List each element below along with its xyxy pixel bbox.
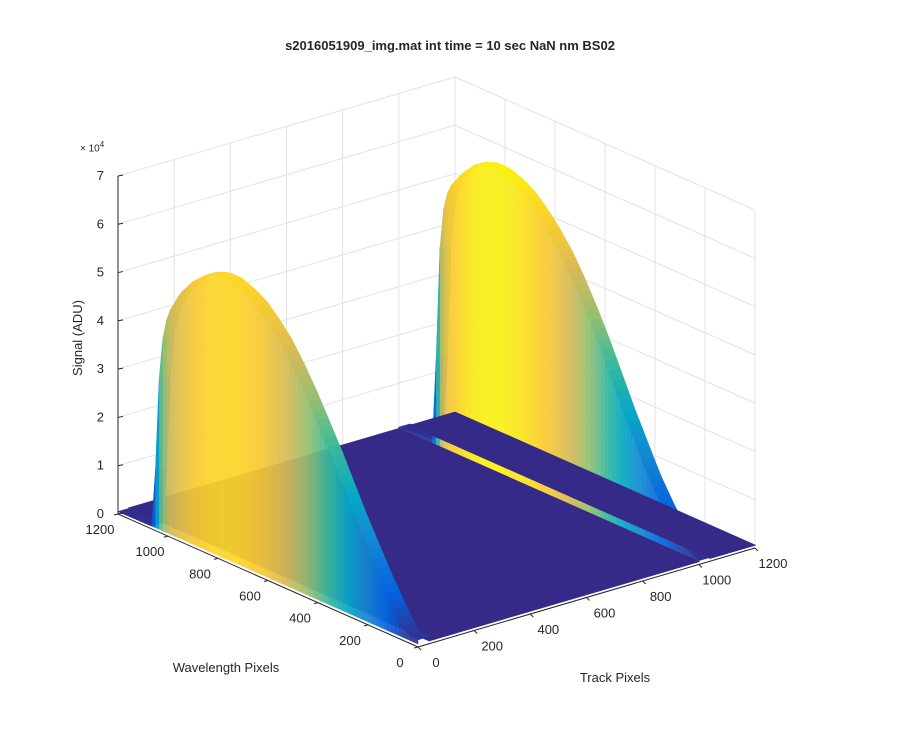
y-tick-label: 200 [339, 633, 361, 648]
surface [117, 161, 757, 645]
z-exponent-base: × 10 [80, 143, 100, 155]
z-tick-label: 6 [97, 216, 104, 231]
chart-title: s2016051909_img.mat int time = 10 sec Na… [285, 38, 615, 53]
x-axis-label: Track Pixels [580, 670, 651, 685]
x-tick-label: 200 [481, 639, 503, 654]
z-tick-label: 2 [97, 409, 104, 424]
z-tick-label: 3 [97, 361, 104, 376]
y-tick-label: 1000 [136, 544, 165, 559]
x-tick-label: 400 [537, 622, 559, 637]
x-tick-label: 800 [650, 589, 672, 604]
x-tick-label: 1200 [759, 556, 788, 571]
surface-floor-edge [408, 411, 757, 559]
z-exponent: × 104 [80, 140, 104, 154]
z-exponent-power: 4 [99, 140, 105, 149]
z-tick-label: 4 [97, 313, 104, 328]
y-tick-label: 600 [239, 589, 261, 604]
x-tick-label: 600 [594, 606, 616, 621]
z-tick-label: 5 [97, 265, 104, 280]
z-tick-label: 7 [97, 168, 104, 183]
y-tick-label: 1200 [86, 522, 115, 537]
surface-track-low [117, 271, 430, 645]
x-tick-label: 1000 [702, 573, 731, 588]
z-axis-label: Signal (ADU) [70, 300, 85, 376]
x-tick-label: 0 [432, 655, 439, 670]
axis-ticks: 0200400600800100012000200400600800100012… [86, 168, 788, 670]
z-tick-label: 0 [97, 506, 104, 521]
y-tick-label: 400 [289, 611, 311, 626]
y-tick-label: 800 [189, 566, 211, 581]
y-tick-label: 0 [396, 655, 403, 670]
z-tick-label: 1 [97, 458, 104, 473]
y-axis-label: Wavelength Pixels [173, 660, 280, 675]
